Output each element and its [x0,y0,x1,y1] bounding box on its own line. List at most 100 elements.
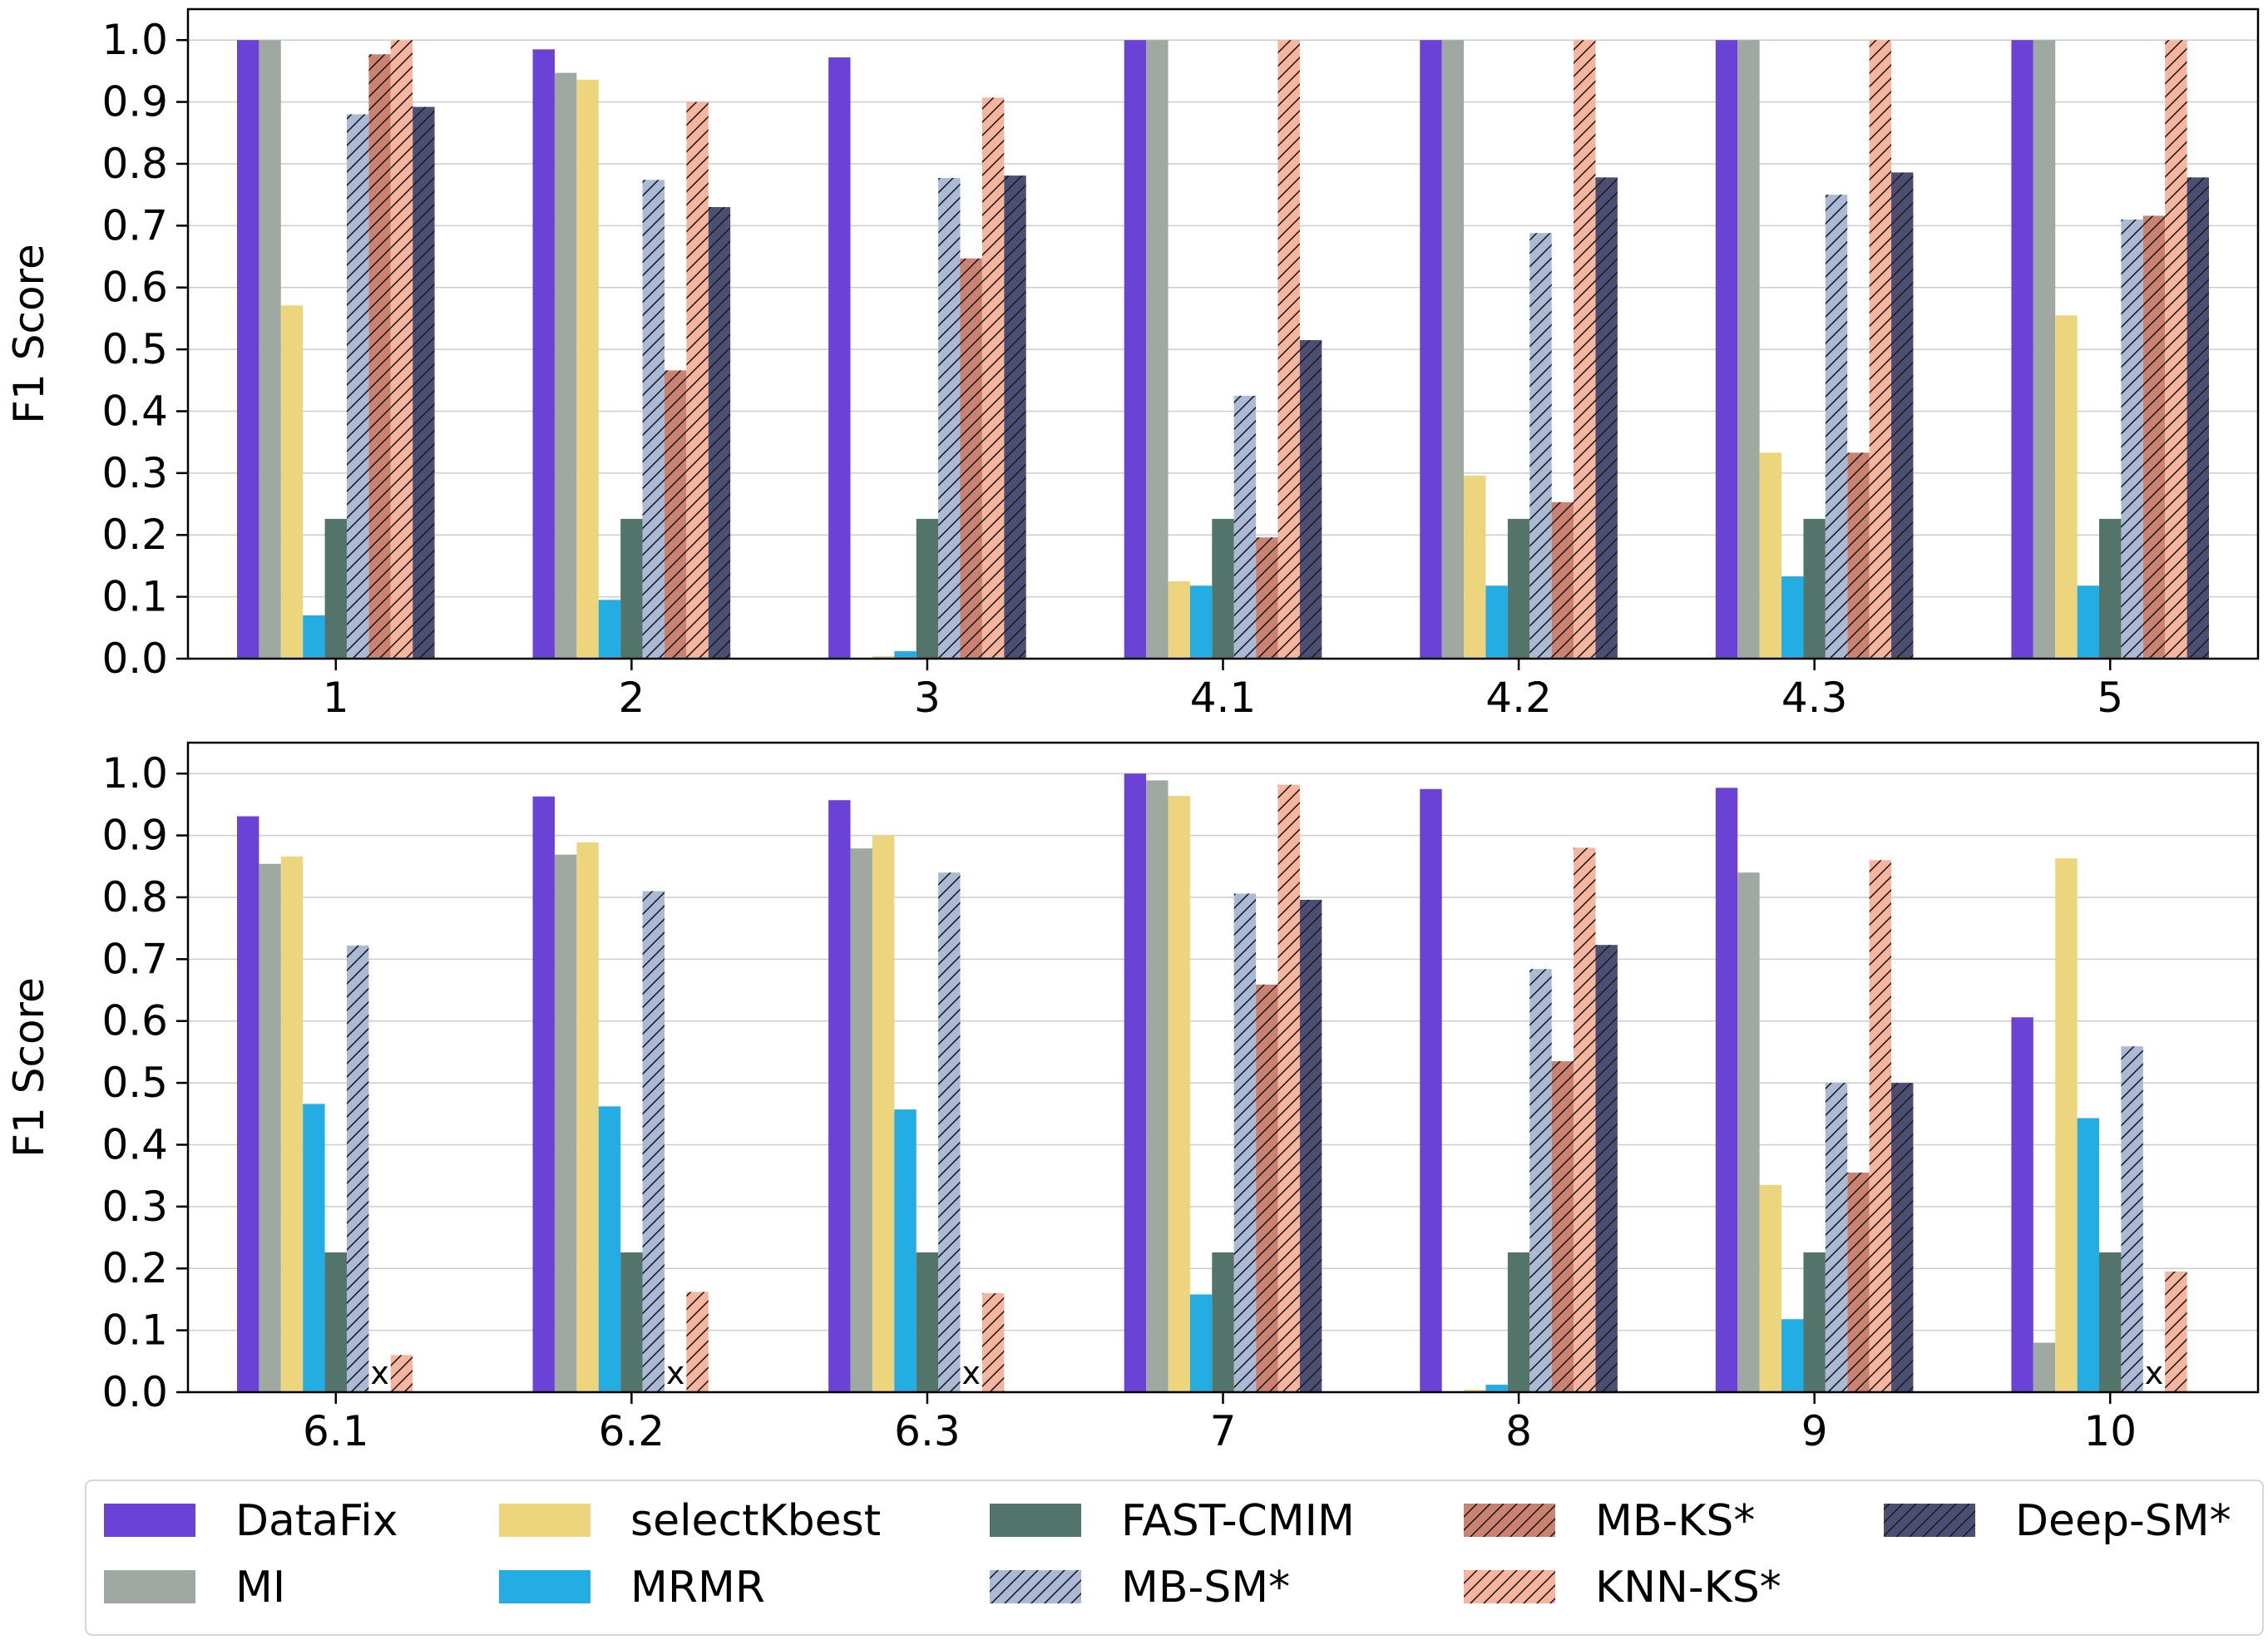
bar-knn-ks-5 [2165,40,2187,659]
bar-datafix-5 [2011,40,2033,659]
bar-datafix-6-1 [236,816,259,1392]
x-tick-label: 6.1 [303,1407,369,1455]
bar-mb-ks-8 [1551,1061,1574,1392]
bar-datafix-7 [1124,773,1147,1392]
y-tick-label: 0.0 [101,635,168,683]
y-axis-label: F1 Score [5,977,53,1158]
bar-mb-ks-7 [1256,984,1278,1392]
bar-mb-sm-6-2 [642,891,665,1392]
bar-mi-9 [1737,872,1760,1392]
bar-mb-sm-5 [2121,219,2143,659]
x-tick-label: 4.3 [1781,674,1848,722]
bar-selectkbest-2 [576,79,599,659]
bar-selectkbest-1 [280,305,304,659]
bar-mb-sm-4-1 [1233,395,1257,659]
legend-label-datafix: DataFix [235,1496,398,1546]
y-tick-label: 0.4 [101,387,168,435]
bar-fast-cmim-4-1 [1212,518,1234,659]
x-tick-label: 4.2 [1485,674,1552,722]
legend-label-selectkbest: selectKbest [630,1496,881,1546]
x-tick-label: 6.2 [599,1407,665,1455]
bar-mrmr-5 [2077,585,2100,659]
bar-knn-ks-6-3 [981,1292,1005,1392]
bar-datafix-3 [828,57,851,659]
legend-swatch-mrmr [499,1570,590,1603]
bar-knn-ks-2 [686,101,709,659]
y-tick-label: 0.3 [101,449,168,497]
bar-selectkbest-5 [2055,315,2078,659]
bar-deep-sm-1 [413,106,435,659]
bar-mrmr-6-2 [598,1106,621,1392]
bar-fast-cmim-4-2 [1507,518,1530,659]
x-tick-label: 3 [914,674,941,722]
plot-frame [186,741,2260,1394]
legend: DataFix MI selectKbest MRMR FAST-CMIM MB-SM* M… [85,1479,2264,1636]
bar-deep-sm-2 [708,207,731,659]
bar-fast-cmim-10 [2099,1252,2122,1392]
bar-fast-cmim-8 [1507,1252,1530,1392]
bar-selectkbest-8 [1464,1390,1486,1392]
bar-mi-6-1 [259,863,281,1392]
bar-fast-cmim-2 [620,518,643,659]
x-tick-label: 10 [2083,1407,2137,1455]
y-tick-label: 0.5 [101,1059,168,1107]
y-tick-label: 0.1 [101,573,168,621]
bar-mb-ks-4-3 [1847,452,1870,659]
bar-selectkbest-6-3 [872,835,895,1392]
bar-selectkbest-7 [1168,795,1190,1392]
missing-result-marker: x [2145,1355,2164,1391]
y-tick-label: 0.9 [101,78,168,126]
bar-knn-ks-4-2 [1574,40,1596,659]
plot-frame [186,7,2260,660]
bar-mb-sm-4-3 [1825,195,1848,659]
bar-datafix-4-3 [1715,40,1738,659]
bar-datafix-4-1 [1124,40,1147,659]
bar-mb-sm-6-1 [346,945,369,1392]
bar-mi-4-1 [1146,40,1169,659]
x-tick-label: 2 [618,674,645,722]
bar-datafix-1 [236,40,259,659]
legend-swatch-mb-ks [1464,1504,1555,1537]
bar-mrmr-8 [1485,1385,1508,1392]
bar-datafix-6-2 [532,796,555,1392]
y-tick-label: 1.0 [101,749,168,798]
bar-fast-cmim-7 [1212,1252,1234,1392]
legend-swatch-mi [104,1570,195,1603]
x-tick-label: 8 [1505,1407,1532,1455]
bar-mrmr-10 [2077,1118,2100,1392]
bar-datafix-10 [2011,1017,2033,1392]
x-tick-label: 7 [1210,1407,1237,1455]
bar-datafix-9 [1715,788,1738,1392]
bar-datafix-2 [532,49,555,659]
bar-mi-5 [2033,40,2056,659]
bar-mb-sm-10 [2121,1046,2143,1392]
bar-mi-6-3 [850,848,872,1392]
bar-deep-sm-4-3 [1891,172,1914,659]
bar-knn-ks-3 [981,97,1005,659]
bar-knn-ks-6-2 [686,1292,709,1392]
bar-deep-sm-3 [1004,175,1026,659]
bar-mi-6-2 [554,854,577,1392]
y-tick-label: 0.7 [101,201,168,249]
bar-mb-ks-3 [960,258,982,659]
y-tick-label: 0.6 [101,264,168,312]
bar-mrmr-7 [1189,1294,1213,1392]
bar-fast-cmim-9 [1803,1252,1826,1392]
bar-knn-ks-9 [1869,860,1892,1392]
legend-label-fast-cmim: FAST-CMIM [1121,1496,1355,1546]
legend-swatch-deep-sm [1884,1504,1975,1537]
bar-mb-sm-7 [1233,893,1257,1392]
bar-fast-cmim-6-3 [916,1252,939,1392]
bar-deep-sm-5 [2186,177,2210,659]
y-tick-label: 0.8 [101,140,168,188]
bar-fast-cmim-5 [2099,518,2122,659]
bar-mb-sm-9 [1825,1083,1848,1392]
bar-knn-ks-6-1 [390,1355,413,1392]
bar-knn-ks-8 [1574,847,1596,1392]
bar-mrmr-4-3 [1781,576,1804,659]
bar-mrmr-6-3 [894,1109,917,1392]
y-tick-label: 0.7 [101,935,168,983]
x-tick-label: 6.3 [894,1407,961,1455]
bar-knn-ks-10 [2165,1271,2187,1392]
bar-datafix-6-3 [828,800,851,1392]
